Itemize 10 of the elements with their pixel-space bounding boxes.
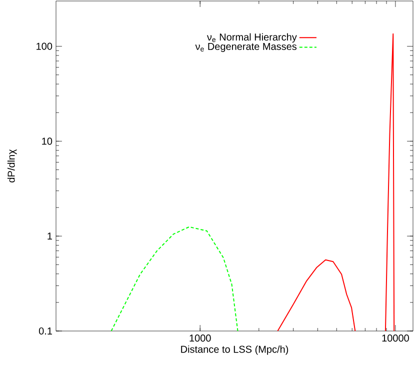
legend-label: ν$_{e}$ Normal Hierarchy — [206, 33, 297, 43]
x-tick-label: 10000 — [382, 334, 409, 342]
x-axis-title: Distance to LSS (Mpc/h) — [181, 345, 288, 355]
y-tick-label: 1 — [48, 232, 52, 240]
legend-label: ν$_{e}$ Degenerate Masses — [195, 43, 297, 52]
y-tick-label: 10 — [42, 138, 52, 145]
y-tick-label: 100 — [36, 42, 52, 50]
y-axis-title: dP/dlnχ — [7, 149, 17, 182]
y-tick-label: 0.1 — [38, 327, 52, 335]
x-tick-label: 1000 — [190, 334, 211, 342]
